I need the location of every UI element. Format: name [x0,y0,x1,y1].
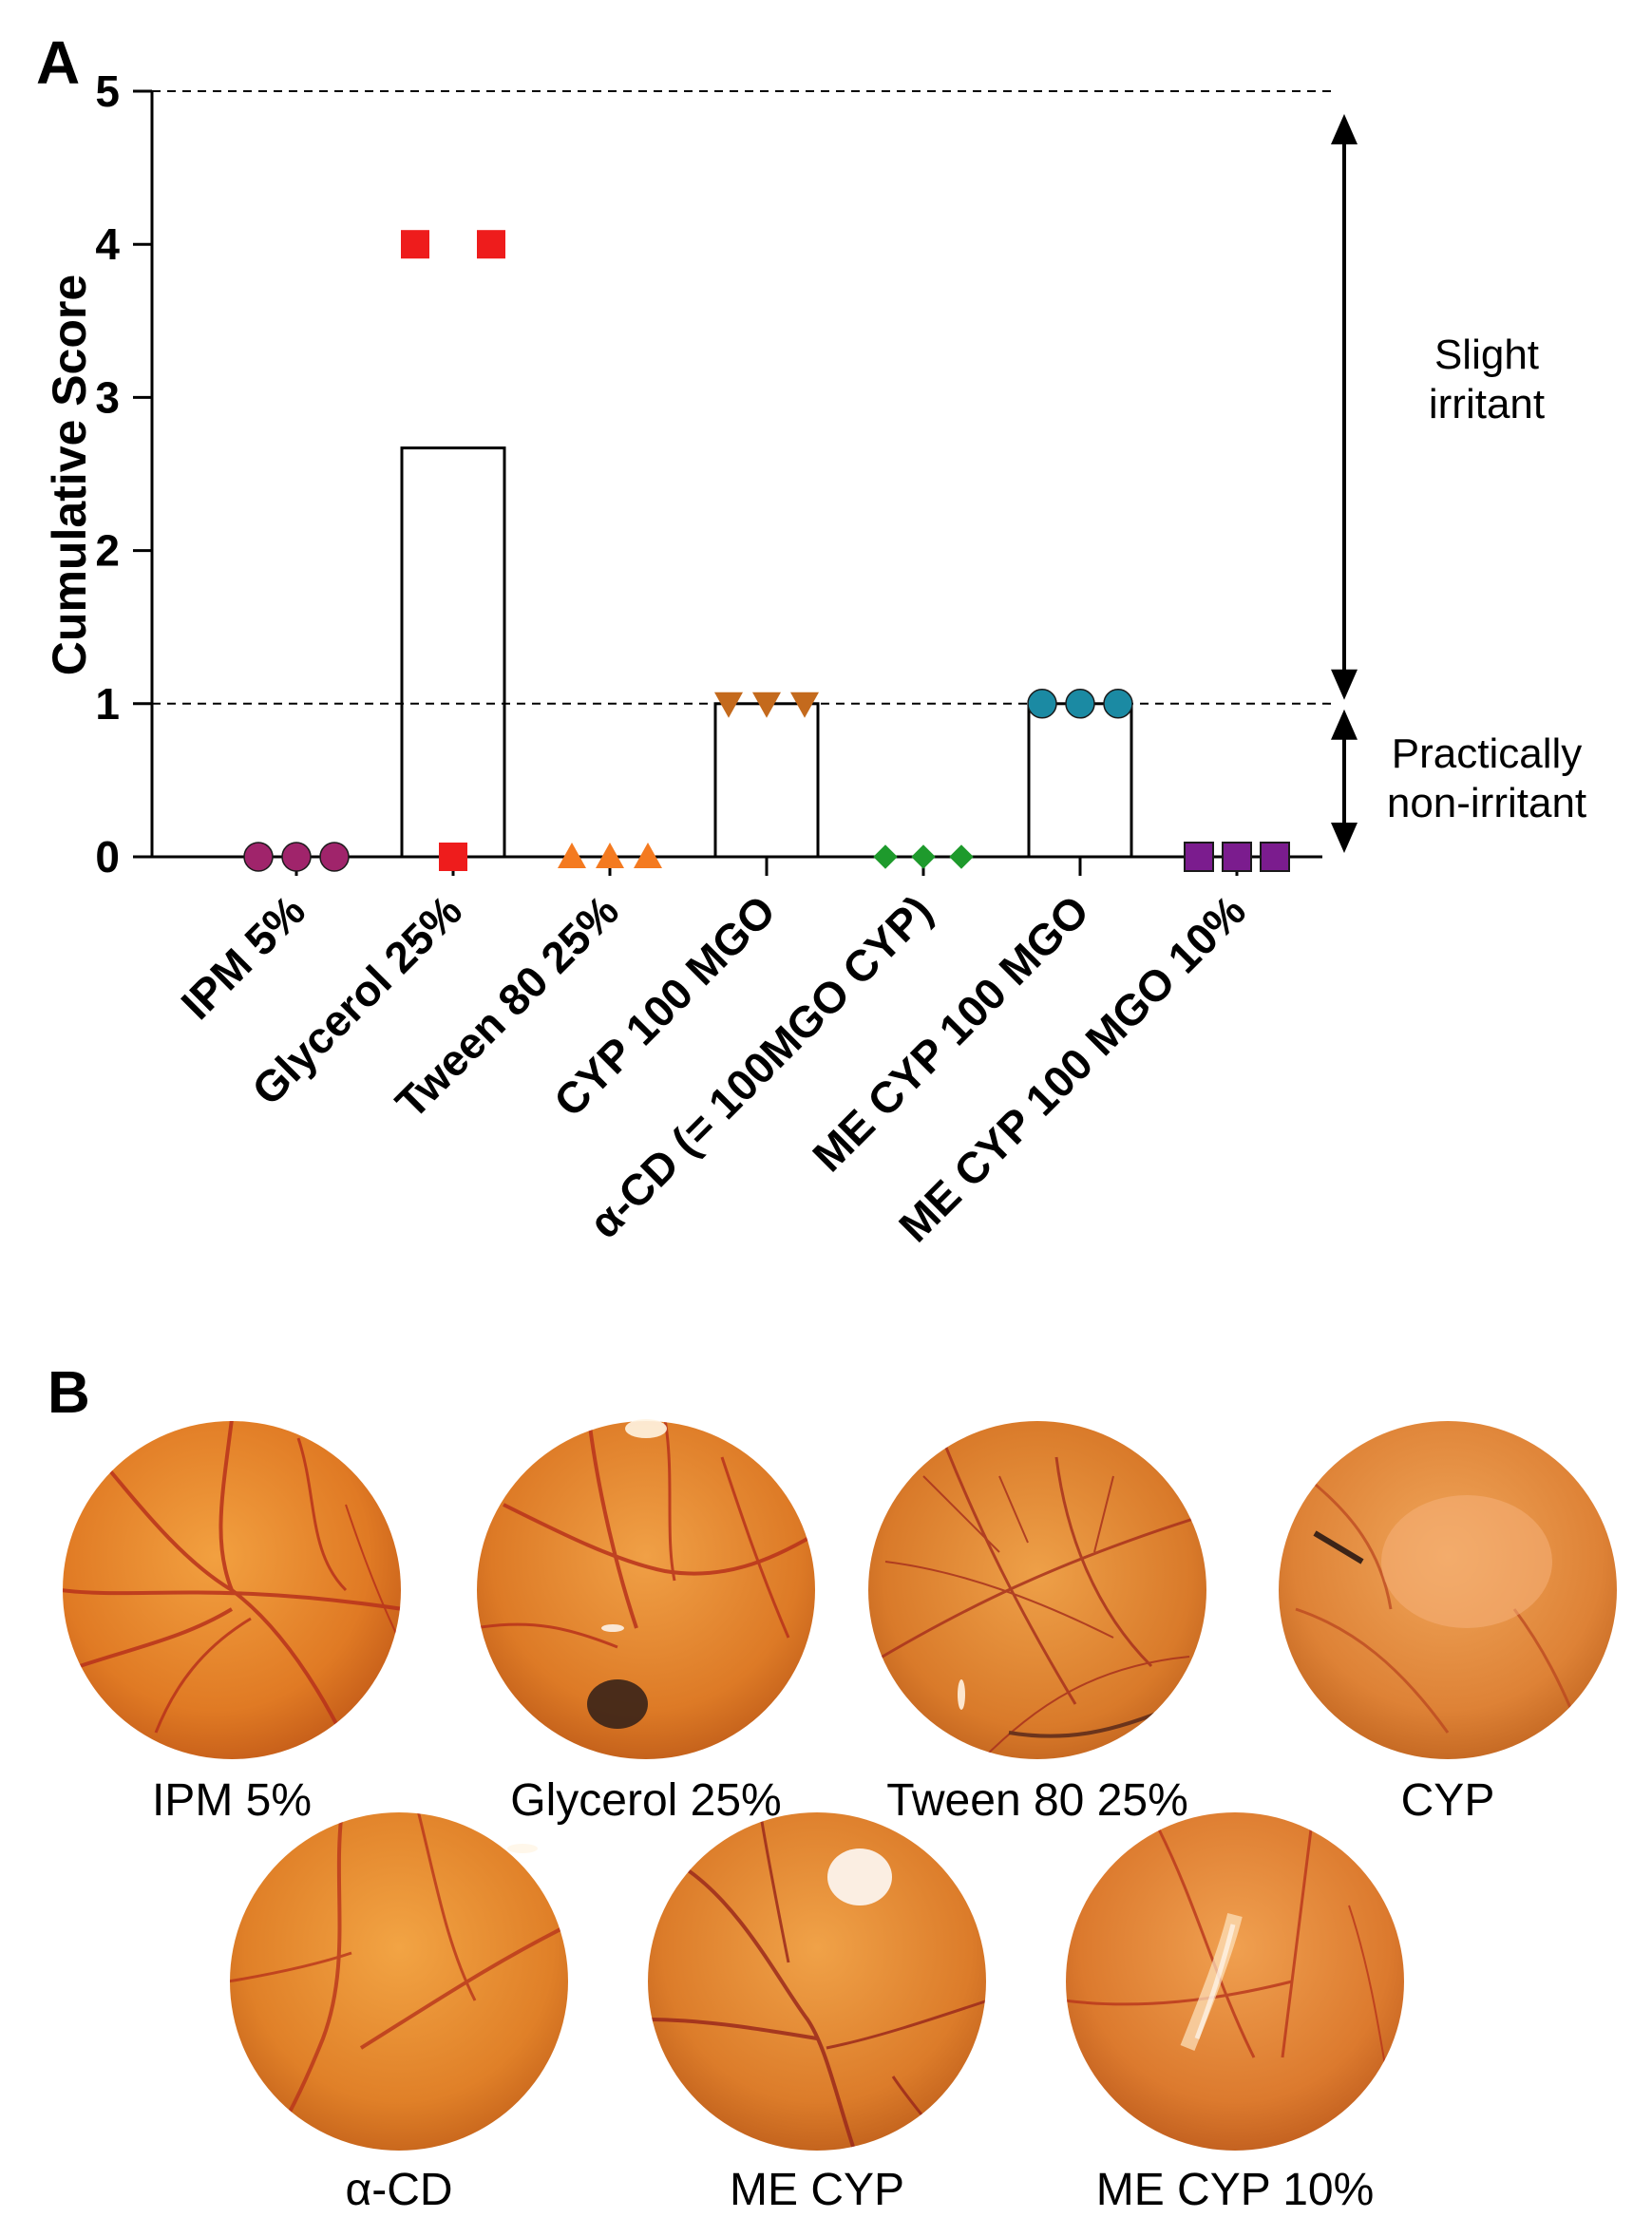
y-tick-label: 1 [95,679,120,729]
egg-image-me-cyp-10 [1066,1812,1404,2151]
data-point [752,692,781,718]
egg-caption-glycerol: Glycerol 25% [510,1775,782,1826]
annotation-label: Practically [1392,730,1583,777]
egg-caption-tween: Tween 80 25% [886,1775,1188,1826]
egg-caption-me-cyp-10: ME CYP 10% [1095,2165,1375,2215]
data-point [319,842,350,872]
data-point [281,842,312,872]
data-point [1065,689,1095,719]
egg-image-cyp [1279,1421,1617,1759]
data-point [1184,842,1214,872]
data-point [477,230,505,259]
y-axis-label: Cumulative Score [43,275,96,675]
egg-caption-me-cyp: ME CYP [729,2165,905,2215]
egg-caption-alpha-cd: α-CD [345,2165,453,2215]
data-point [243,842,274,872]
data-point [911,844,936,869]
annotation-arrow-head [1331,669,1358,700]
y-tick-label: 3 [95,372,120,422]
panel-a-label: A [36,28,80,97]
data-point [1103,689,1133,719]
egg-caption-ipm: IPM 5% [151,1775,313,1826]
data-point [873,844,898,869]
egg-image-glycerol [477,1419,815,1759]
annotation-label: Slight [1434,332,1539,378]
data-point [596,843,624,868]
data-point [558,843,586,868]
x-tick-label: IPM 5% [171,885,314,1029]
annotation-label: irritant [1429,381,1545,427]
data-point [401,230,429,259]
panel-b-label: B [47,1360,90,1426]
data-point [714,692,743,718]
egg-image-alpha-cd [230,1812,568,2151]
egg-image-ipm [63,1421,401,1759]
bar-1 [400,446,506,859]
egg-caption-cyp: CYP [1400,1775,1495,1826]
y-tick-label: 2 [95,526,120,576]
data-point [439,843,467,871]
data-point [1027,689,1057,719]
x-tick-label: ME CYP 100 MGO [803,885,1098,1181]
annotation-label: non-irritant [1387,780,1586,826]
y-tick-label: 4 [95,219,120,269]
annotation-arrow-head [1331,114,1358,144]
data-point [634,843,662,868]
annotation-arrow-head [1331,709,1358,740]
bar-3 [713,702,820,859]
y-tick-label: 5 [95,66,120,116]
data-point [949,844,974,869]
data-point [790,692,819,718]
data-point [1260,842,1290,872]
y-tick-label: 0 [95,832,120,882]
annotation-arrow-head [1331,823,1358,853]
egg-image-me-cyp [648,1812,986,2151]
egg-image-tween [868,1421,1206,1759]
bar-5 [1027,702,1133,859]
data-point [1222,842,1252,872]
